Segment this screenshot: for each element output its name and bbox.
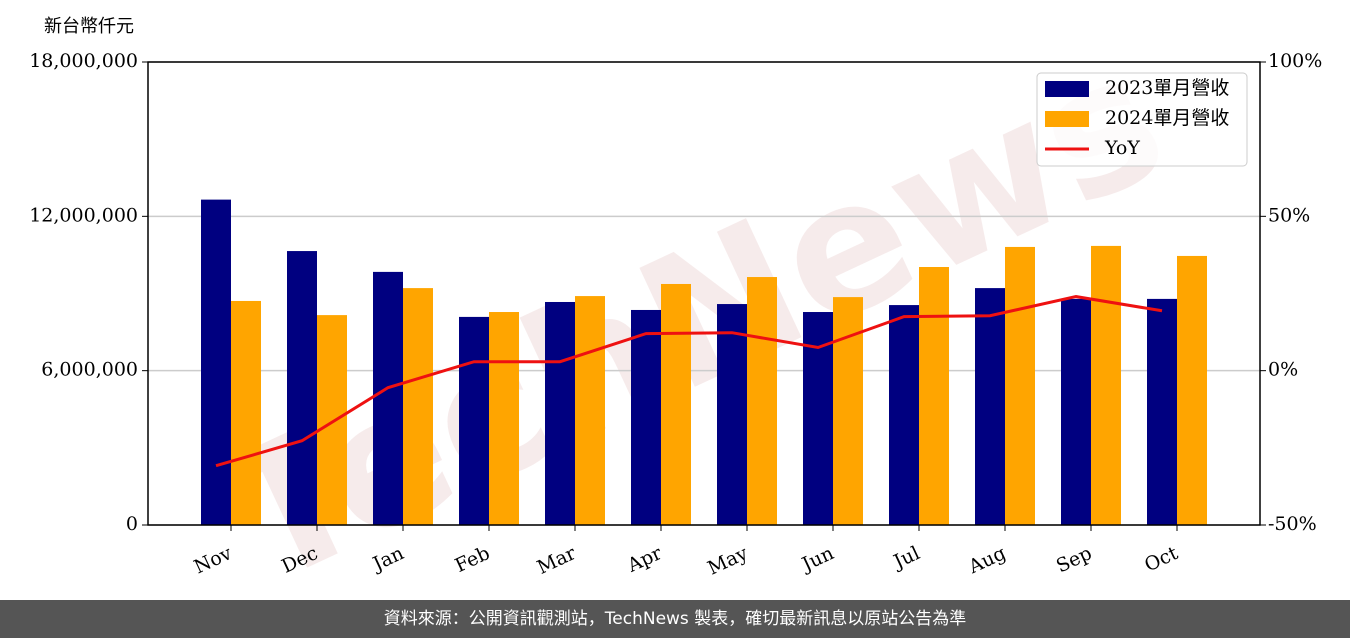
y-tick-label: 18,000,000 [29,50,138,72]
bar [833,297,863,525]
bar [919,267,949,525]
bar [1091,245,1121,526]
bar [201,199,231,525]
y-tick-label: 0 [126,513,138,535]
x-tick-label: Jun [797,542,837,576]
bar [317,315,347,525]
bar [287,251,317,525]
legend-label: 2023單月營收 [1105,77,1229,99]
bar [1061,298,1091,525]
x-tick-label: Nov [191,542,236,578]
x-tick-label: Sep [1053,542,1095,577]
legend-label: 2024單月營收 [1105,107,1229,129]
y2-tick-label: 100% [1268,50,1322,72]
x-tick-label: Feb [452,542,494,577]
bar [373,271,403,525]
bar [717,304,747,525]
x-tick-label: Aug [964,542,1009,578]
x-tick-label: May [704,542,751,580]
bar [459,316,489,525]
x-tick-label: Apr [623,542,666,578]
bar [545,301,575,525]
bar [661,283,691,525]
bar [489,312,519,525]
footer: 資料來源：公開資訊觀測站，TechNews 製表，確切最新訊息以原站公告為準 [0,600,1350,638]
legend-swatch [1045,81,1089,97]
unit-label: 新台幣仟元 [44,16,134,37]
bar [747,277,777,525]
bar [1005,246,1035,525]
y2-tick-label: -50% [1268,513,1317,535]
x-tick-label: Mar [534,542,580,579]
bar [1177,255,1207,525]
bar [231,300,261,525]
legend-label: YoY [1104,137,1140,159]
x-tick-label: Jul [889,542,924,574]
chart: 新台幣仟元 TechNews 06,000,00012,000,00018,00… [29,13,1322,626]
x-tick-label: Oct [1141,542,1181,576]
bar [889,305,919,525]
legend-swatch [1045,111,1089,127]
bar [403,288,433,525]
y-tick-label: 6,000,000 [41,359,138,381]
bar [631,309,661,525]
yoy-line [215,295,1163,468]
bar [1147,298,1177,525]
plot-frame [147,61,1261,526]
bar [575,296,605,525]
legend-box [1036,72,1248,167]
y-tick-label: 12,000,000 [29,204,138,226]
y2-tick-label: 50% [1268,204,1310,226]
bar [975,288,1005,525]
y2-tick-label: 0% [1268,359,1298,381]
